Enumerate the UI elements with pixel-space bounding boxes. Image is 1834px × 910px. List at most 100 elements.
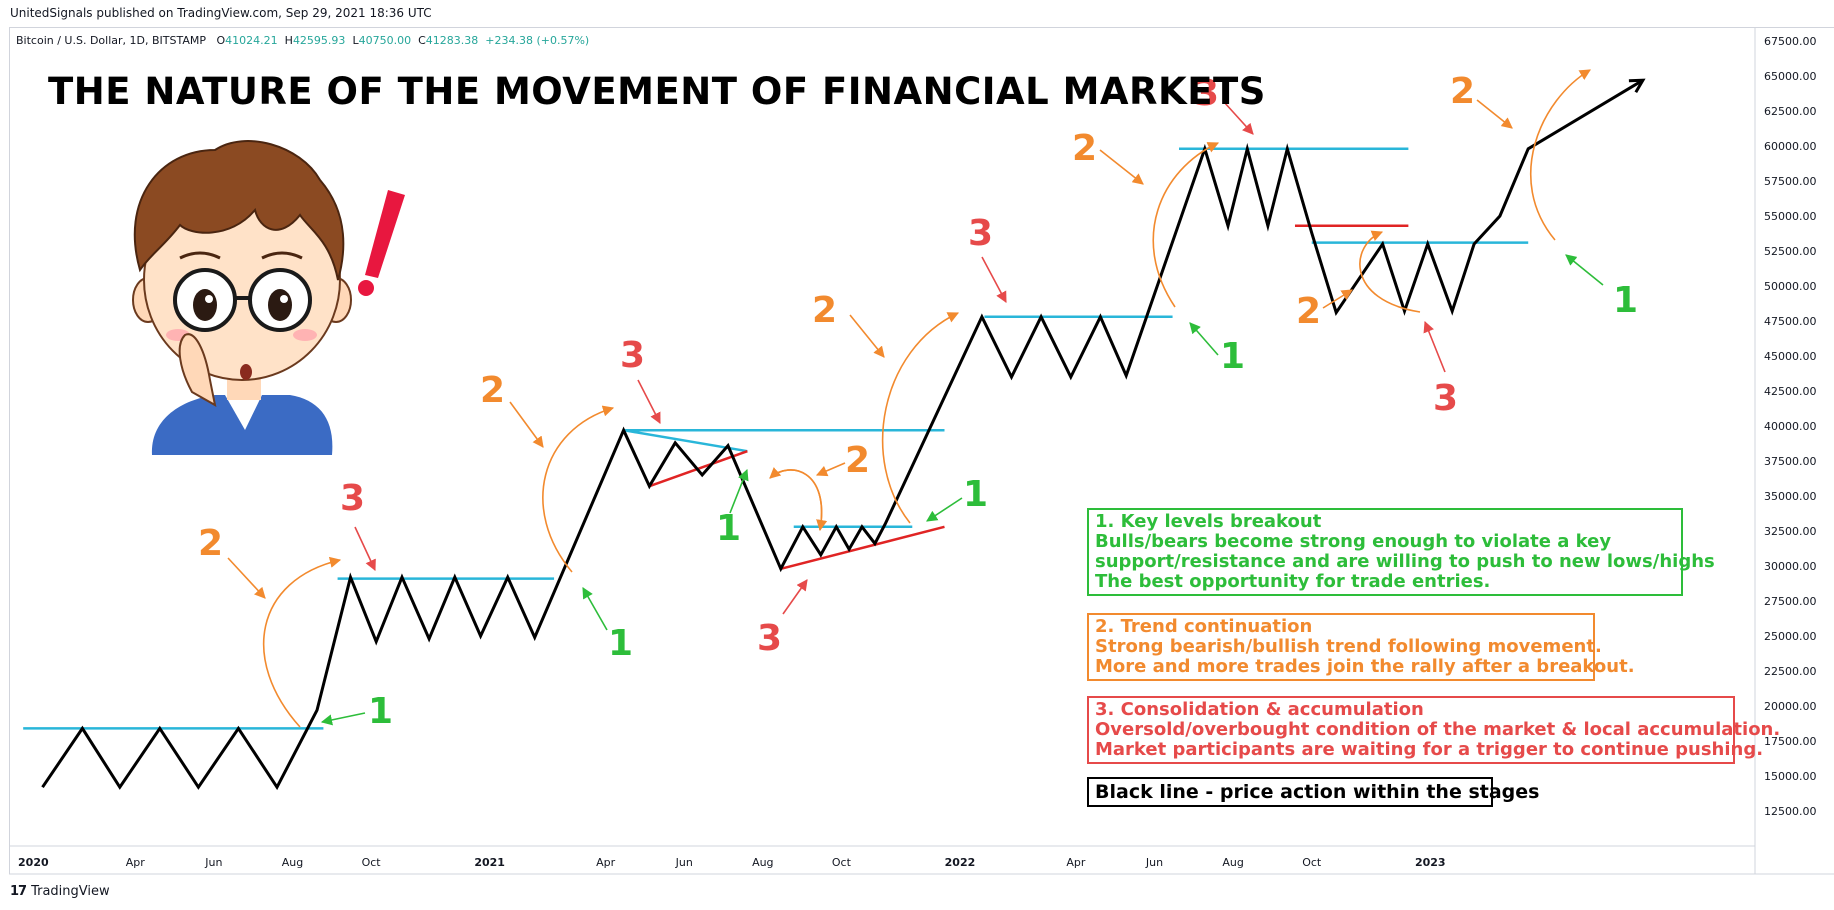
x-tick-label: Oct <box>832 856 852 869</box>
support-trendline <box>780 525 945 571</box>
symbol-info: Bitcoin / U.S. Dollar, 1D, BITSTAMP O410… <box>16 34 589 47</box>
x-tick-label: Apr <box>1066 856 1086 869</box>
legend-consolidation-box: 3. Consolidation & accumulation Oversold… <box>1087 696 1781 764</box>
legend-consolidation-line: Oversold/overbought condition of the mar… <box>1095 719 1781 740</box>
legend-trend-line: More and more trades join the rally afte… <box>1095 656 1635 677</box>
label-1: 1 <box>1613 280 1638 321</box>
legend-black-line-box: Black line - price action within the sta… <box>1087 777 1540 807</box>
legend-trend-box: 2. Trend continuation Strong bearish/bul… <box>1087 613 1635 681</box>
label-3: 3 <box>1194 73 1219 114</box>
x-tick-label: Jun <box>204 856 222 869</box>
change-value: +234.38 (+0.57%) <box>485 34 590 47</box>
legend-breakout-heading: 1. Key levels breakout <box>1095 511 1322 532</box>
price-arrowhead <box>1628 78 1646 94</box>
y-tick-label: 35000.00 <box>1764 490 1817 503</box>
label-2: 2 <box>1296 291 1321 332</box>
y-tick-label: 32500.00 <box>1764 525 1817 538</box>
label-1: 1 <box>716 508 741 549</box>
x-tick-label: Apr <box>126 856 146 869</box>
y-tick-label: 67500.00 <box>1764 35 1817 48</box>
y-tick-label: 25000.00 <box>1764 630 1817 643</box>
y-tick-label: 52500.00 <box>1764 245 1817 258</box>
legend-breakout-box: 1. Key levels breakout Bulls/bears becom… <box>1087 508 1715 596</box>
label-1: 1 <box>963 474 988 515</box>
label-2: 2 <box>1072 128 1097 169</box>
low-label: L <box>352 34 359 47</box>
label-2: 2 <box>1450 71 1475 112</box>
label-2: 2 <box>480 370 505 411</box>
stage-3-arrows <box>354 101 1446 615</box>
y-tick-label: 45000.00 <box>1764 350 1817 363</box>
y-tick-label: 42500.00 <box>1764 385 1817 398</box>
open-value: 41024.21 <box>225 34 278 47</box>
label-2: 2 <box>198 523 223 564</box>
y-tick-label: 20000.00 <box>1764 700 1817 713</box>
y-tick-label: 50000.00 <box>1764 280 1817 293</box>
high-value: 42595.93 <box>292 34 346 47</box>
y-tick-label: 27500.00 <box>1764 595 1817 608</box>
y-tick-label: 55000.00 <box>1764 210 1817 223</box>
chart-frame <box>9 27 1834 874</box>
label-1: 1 <box>1220 336 1245 377</box>
label-3: 3 <box>620 335 645 376</box>
y-tick-label: 65000.00 <box>1764 70 1817 83</box>
label-3: 3 <box>757 618 782 659</box>
stage-labels: 2 3 1 2 1 3 2 1 3 2 1 3 2 1 3 2 3 2 1 <box>198 71 1638 732</box>
label-3: 3 <box>1433 378 1458 419</box>
x-tick-label: 2022 <box>945 856 976 869</box>
y-tick-label: 12500.00 <box>1764 805 1817 818</box>
x-tick-label: 2020 <box>18 856 49 869</box>
y-tick-label: 17500.00 <box>1764 735 1817 748</box>
label-2: 2 <box>845 440 870 481</box>
y-tick-label: 30000.00 <box>1764 560 1817 573</box>
tradingview-brand[interactable]: TradingView <box>31 884 110 899</box>
x-axis-ticks: 2020 Apr Jun Aug Oct 2021 Apr Jun Aug Oct 2022 Apr J… <box>18 856 1446 869</box>
tradingview-logo-icon[interactable]: 17 <box>10 884 27 899</box>
x-tick-label: Oct <box>362 856 382 869</box>
chart-title: THE NATURE OF THE MOVEMENT OF FINANCIAL … <box>48 70 1266 113</box>
thinking-boy-illustration <box>132 140 405 455</box>
x-tick-label: Aug <box>752 856 773 869</box>
high-label: H <box>284 34 293 47</box>
y-tick-label: 37500.00 <box>1764 455 1817 468</box>
legend-black-line-text: Black line - price action within the sta… <box>1095 781 1540 803</box>
close-value: 41283.38 <box>425 34 479 47</box>
x-tick-label: Aug <box>282 856 303 869</box>
x-tick-label: 2021 <box>474 856 505 869</box>
symbol-name: Bitcoin / U.S. Dollar, 1D, BITSTAMP <box>16 34 206 47</box>
x-tick-label: Apr <box>596 856 616 869</box>
x-tick-label: Jun <box>675 856 693 869</box>
stage-2-arrows <box>227 69 1591 728</box>
legend-breakout-line: The best opportunity for trade entries. <box>1095 571 1491 592</box>
label-2: 2 <box>812 290 837 331</box>
stage-1-arrows <box>320 254 1604 726</box>
label-3: 3 <box>968 213 993 254</box>
price-series-line <box>41 78 1644 791</box>
footer: 17 TradingView <box>10 884 110 899</box>
label-1: 1 <box>608 623 633 664</box>
y-tick-label: 47500.00 <box>1764 315 1817 328</box>
y-tick-label: 57500.00 <box>1764 175 1817 188</box>
legend-consolidation-heading: 3. Consolidation & accumulation <box>1095 699 1424 720</box>
low-value: 40750.00 <box>358 34 412 47</box>
y-tick-label: 60000.00 <box>1764 140 1817 153</box>
x-tick-label: Jun <box>1145 856 1163 869</box>
label-3: 3 <box>340 478 365 519</box>
y-tick-label: 62500.00 <box>1764 105 1817 118</box>
y-axis-ticks: 67500.00 65000.00 62500.00 60000.00 57500.00… <box>1764 35 1817 818</box>
legend-breakout-line: Bulls/bears become strong enough to viol… <box>1095 531 1612 552</box>
y-tick-label: 15000.00 <box>1764 770 1817 783</box>
x-tick-label: 2023 <box>1415 856 1446 869</box>
legend-breakout-line: support/resistance and are willing to pu… <box>1095 551 1715 572</box>
x-tick-label: Oct <box>1302 856 1322 869</box>
legend-trend-heading: 2. Trend continuation <box>1095 616 1313 637</box>
legend-trend-line: Strong bearish/bullish trend following m… <box>1095 636 1602 657</box>
label-1: 1 <box>368 691 393 732</box>
legend-consolidation-line: Market participants are waiting for a tr… <box>1095 739 1764 760</box>
y-tick-label: 40000.00 <box>1764 420 1817 433</box>
x-tick-label: Aug <box>1222 856 1243 869</box>
open-label: O <box>216 34 226 47</box>
close-label: C <box>418 34 426 47</box>
publisher-line: UnitedSignals published on TradingView.c… <box>10 6 432 20</box>
